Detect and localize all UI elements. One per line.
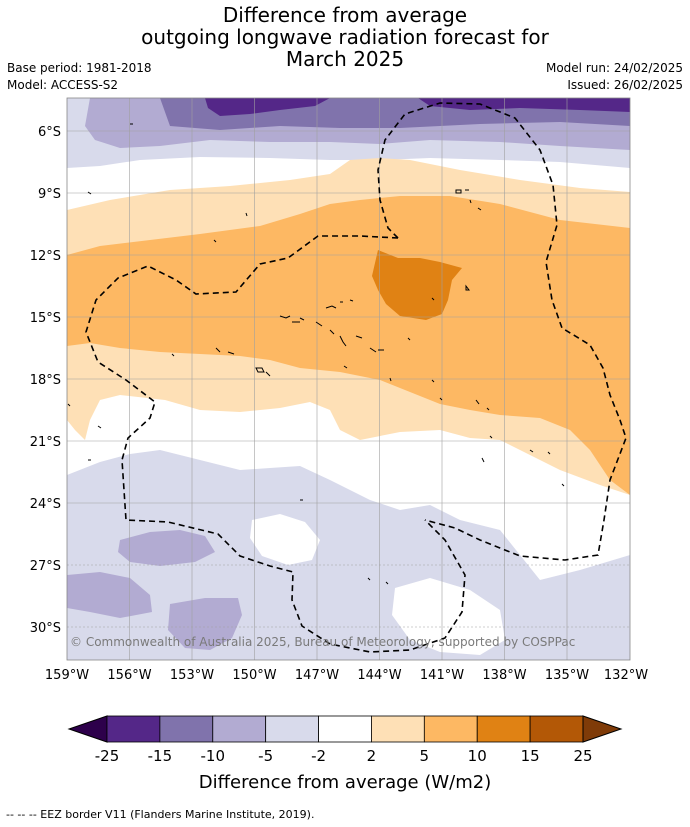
- colorbar-bins: [106, 715, 584, 743]
- anomaly-patch-south-lower: [168, 598, 242, 650]
- eez-footnote: -- -- -- EEZ border V11 (Flanders Marine…: [6, 808, 315, 821]
- lon-axis: 159°W 156°W 153°W 150°W 147°W 144°W 141°…: [45, 668, 648, 683]
- lon-label: 141°W: [420, 668, 464, 683]
- lat-label: 12°S: [30, 249, 61, 264]
- lat-label: 6°S: [38, 125, 61, 140]
- colorbar-tick-label: -2: [311, 747, 326, 765]
- lat-label: 24°S: [30, 497, 61, 512]
- anomaly-core-north-west: [205, 98, 330, 116]
- anomaly-neutral-patch-south-center: [250, 514, 320, 565]
- colorbar-bin: [318, 715, 372, 743]
- anomaly-field: [67, 98, 630, 660]
- colorbar-tick-label: -10: [201, 747, 226, 765]
- lon-label: 159°W: [45, 668, 89, 683]
- lat-axis: 6°S 9°S 12°S 15°S 18°S 21°S 24°S 27°S 30…: [30, 125, 61, 636]
- anomaly-core-dark-orange: [372, 250, 462, 320]
- base-period: Base period: 1981-2018: [7, 61, 152, 75]
- colorbar-labels: -25 -15 -10 -5 -2 2 5 10 15 25: [95, 747, 593, 765]
- issued-date: Issued: 26/02/2025: [567, 78, 683, 92]
- title-line-2: outgoing longwave radiation forecast for: [141, 25, 549, 49]
- lon-label: 144°W: [357, 668, 401, 683]
- model-run: Model run: 24/02/2025: [545, 61, 683, 75]
- colorbar: -25 -15 -10 -5 -2 2 5 10 15 25 Difference from av…: [67, 715, 623, 793]
- lon-label: 138°W: [482, 668, 526, 683]
- colorbar-tick-label: -15: [148, 747, 173, 765]
- anomaly-patch-south-west: [67, 572, 152, 618]
- colorbar-bin: [529, 715, 584, 743]
- colorbar-bin: [371, 715, 425, 743]
- title-line-3: March 2025: [285, 47, 405, 71]
- colorbar-bin: [106, 715, 161, 743]
- lon-label: 150°W: [232, 668, 276, 683]
- lat-label: 30°S: [30, 621, 61, 636]
- colorbar-bin: [212, 715, 267, 743]
- colorbar-tick-label: 10: [468, 747, 487, 765]
- colorbar-tick-label: 5: [420, 747, 430, 765]
- colorbar-title: Difference from average (W/m2): [199, 772, 491, 793]
- lon-label: 135°W: [545, 668, 589, 683]
- lat-label: 15°S: [30, 311, 61, 326]
- colorbar-tick-label: 2: [367, 747, 377, 765]
- lat-label: 21°S: [30, 435, 61, 450]
- colorbar-over-arrow: [582, 715, 623, 743]
- lon-label: 132°W: [604, 668, 648, 683]
- lon-label: 153°W: [170, 668, 214, 683]
- colorbar-bin: [423, 715, 478, 743]
- colorbar-tick-label: -25: [95, 747, 120, 765]
- lon-label: 156°W: [107, 668, 151, 683]
- colorbar-bin: [476, 715, 531, 743]
- anomaly-core-north-east: [418, 98, 630, 112]
- title-line-1: Difference from average: [222, 3, 468, 27]
- forecast-map: © Commonwealth of Australia 2025, Bureau…: [30, 97, 648, 793]
- lon-label: 147°W: [295, 668, 339, 683]
- colorbar-tick-label: 25: [573, 747, 592, 765]
- colorbar-tick-label: -5: [258, 747, 273, 765]
- lat-label: 18°S: [30, 373, 61, 388]
- colorbar-tick-label: 15: [521, 747, 540, 765]
- lat-label: 27°S: [30, 559, 61, 574]
- eez-border: [85, 102, 627, 653]
- anomaly-patch-south-mid: [118, 530, 215, 566]
- plot-frame: [66, 97, 631, 661]
- anomaly-neutral-patch-south-east: [392, 578, 505, 655]
- anomaly-band-orange: [67, 196, 630, 495]
- colorbar-bin: [159, 715, 214, 743]
- colorbar-bin: [265, 715, 319, 743]
- lat-label: 9°S: [38, 187, 61, 202]
- copyright-notice: © Commonwealth of Australia 2025, Bureau…: [70, 635, 575, 649]
- islands: [67, 123, 565, 585]
- model-name: Model: ACCESS-S2: [7, 78, 119, 92]
- colorbar-under-arrow: [67, 715, 108, 743]
